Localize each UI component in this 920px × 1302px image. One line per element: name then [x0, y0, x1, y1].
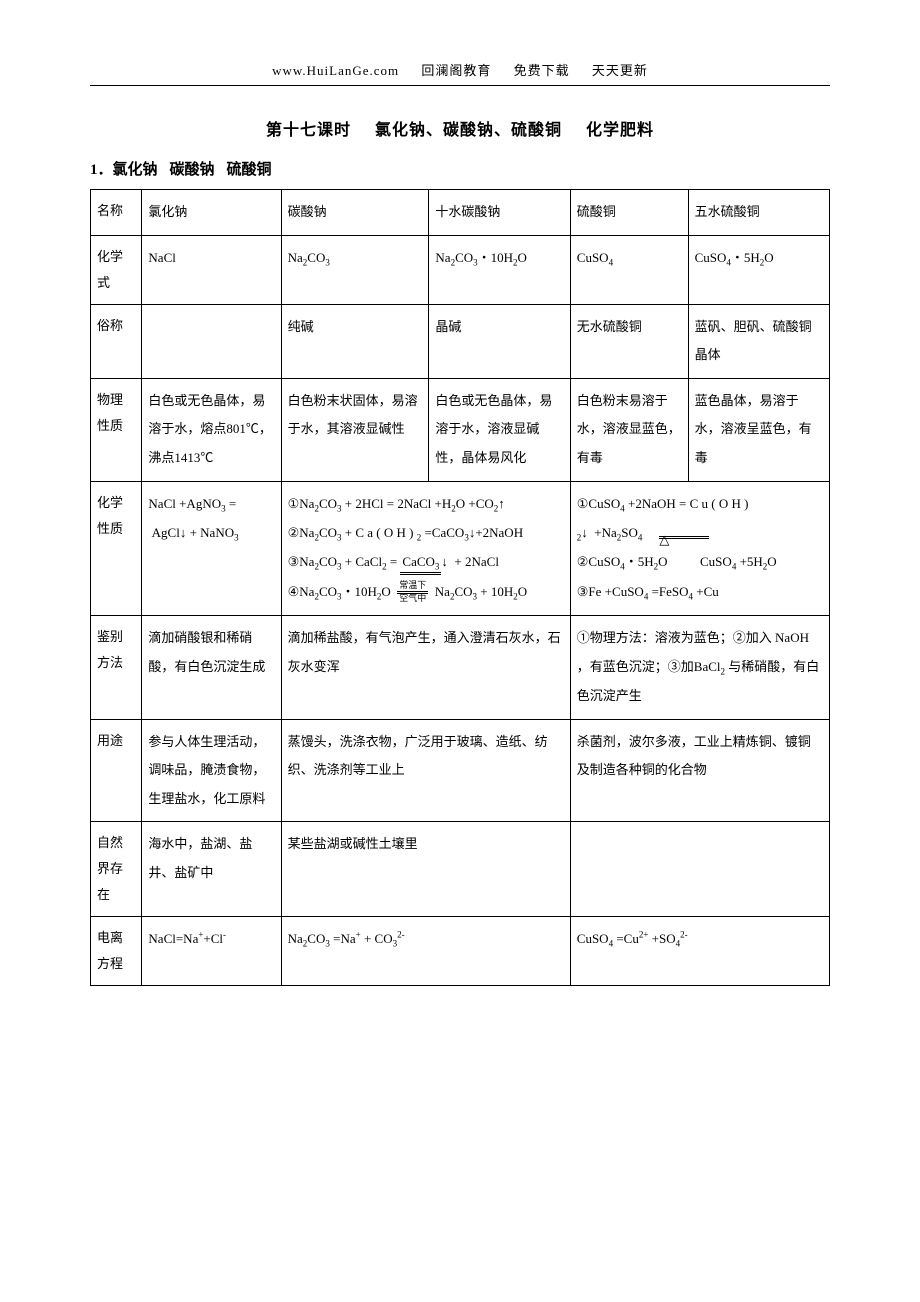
row-name: 名称 氯化钠 碳酸钠 十水碳酸钠 硫酸铜 五水硫酸铜: [91, 190, 830, 236]
header-brand: 回澜阁教育: [421, 63, 491, 78]
c23-chem: ①Na2CO3 + 2HCl = 2NaCl +H2O +CO2↑②Na2CO3…: [281, 481, 570, 616]
c5-name: 五水硫酸铜: [688, 190, 829, 236]
label-use: 用途: [91, 719, 142, 822]
c4-common: 无水硫酸铜: [570, 304, 688, 378]
c45-nature: [570, 822, 829, 917]
row-formula: 化学式 NaCl Na2CO3 Na2CO3・10H2O CuSO4 CuSO4…: [91, 235, 830, 304]
c2-common: 纯碱: [281, 304, 429, 378]
c2-formula: Na2CO3: [281, 235, 429, 304]
row-ident: 鉴别方法 滴加硝酸银和稀硝酸，有白色沉淀生成 滴加稀盐酸，有气泡产生，通入澄清石…: [91, 616, 830, 720]
row-nature: 自然界存在 海水中，盐湖、盐井、盐矿中 某些盐湖或碱性土壤里: [91, 822, 830, 917]
row-use: 用途 参与人体生理活动，调味品，腌渍食物，生理盐水，化工原料 蒸馒头，洗涤衣物，…: [91, 719, 830, 822]
label-ident: 鉴别方法: [91, 616, 142, 720]
section-a: 氯化钠: [113, 162, 158, 178]
label-chem: 化学性质: [91, 481, 142, 616]
section-1-heading: 1．氯化钠碳酸钠硫酸铜: [90, 158, 830, 179]
label-formula: 化学式: [91, 235, 142, 304]
c5-formula: CuSO4・5H2O: [688, 235, 829, 304]
section-num: 1．: [90, 162, 113, 178]
c2-phys: 白色粉末状固体，易溶于水，其溶液显碱性: [281, 378, 429, 481]
c23-ident: 滴加稀盐酸，有气泡产生，通入澄清石灰水，石灰水变浑: [281, 616, 570, 720]
c3-formula: Na2CO3・10H2O: [429, 235, 570, 304]
c5-common: 蓝矾、胆矾、硫酸铜晶体: [688, 304, 829, 378]
c4-phys: 白色粉末易溶于水，溶液显蓝色，有毒: [570, 378, 688, 481]
label-ion: 电离方程: [91, 917, 142, 986]
c1-ion: NaCl=Na++Cl-: [142, 917, 281, 986]
c1-phys: 白色或无色晶体，易溶于水，熔点801℃，沸点1413℃: [142, 378, 281, 481]
title-suffix: 化学肥料: [586, 122, 654, 139]
c3-name: 十水碳酸钠: [429, 190, 570, 236]
c4-name: 硫酸铜: [570, 190, 688, 236]
c45-use: 杀菌剂，波尔多液，工业上精炼铜、镀铜及制造各种铜的化合物: [570, 719, 829, 822]
title-prefix: 第十七课时: [266, 122, 351, 139]
row-ion: 电离方程 NaCl=Na++Cl- Na2CO3 =Na+ + CO32- Cu…: [91, 917, 830, 986]
row-common: 俗称 纯碱 晶碱 无水硫酸铜 蓝矾、胆矾、硫酸铜晶体: [91, 304, 830, 378]
c1-use: 参与人体生理活动，调味品，腌渍食物，生理盐水，化工原料: [142, 719, 281, 822]
c1-formula: NaCl: [142, 235, 281, 304]
title-middle: 氯化钠、碳酸钠、硫酸铜: [375, 122, 562, 139]
header-url: www.HuiLanGe.com: [272, 63, 399, 78]
section-b: 碳酸钠: [170, 162, 215, 178]
header-daily: 天天更新: [592, 63, 648, 78]
c45-chem: ①CuSO4 +2NaOH = C u ( O H ) 2↓ +Na2SO4 △…: [570, 481, 829, 616]
c3-phys: 白色或无色晶体，易溶于水，溶液显碱性，晶体易风化: [429, 378, 570, 481]
label-name: 名称: [91, 190, 142, 236]
c5-phys: 蓝色晶体，易溶于水，溶液呈蓝色，有毒: [688, 378, 829, 481]
c4-formula: CuSO4: [570, 235, 688, 304]
lesson-title: 第十七课时 氯化钠、碳酸钠、硫酸铜 化学肥料: [90, 116, 830, 140]
label-common: 俗称: [91, 304, 142, 378]
label-nature: 自然界存在: [91, 822, 142, 917]
c1-ident: 滴加硝酸银和稀硝酸，有白色沉淀生成: [142, 616, 281, 720]
c2-name: 碳酸钠: [281, 190, 429, 236]
row-phys: 物理性质 白色或无色晶体，易溶于水，熔点801℃，沸点1413℃ 白色粉末状固体…: [91, 378, 830, 481]
section-c: 硫酸铜: [227, 162, 272, 178]
c1-name: 氯化钠: [142, 190, 281, 236]
header-free: 免费下载: [514, 63, 570, 78]
c23-use: 蒸馒头，洗涤衣物，广泛用于玻璃、造纸、纺织、洗涤剂等工业上: [281, 719, 570, 822]
label-phys: 物理性质: [91, 378, 142, 481]
row-chem: 化学性质 NaCl +AgNO3 = AgCl↓ + NaNO3 ①Na2CO3…: [91, 481, 830, 616]
c2-ion: Na2CO3 =Na+ + CO32-: [281, 917, 570, 986]
c1-nature: 海水中，盐湖、盐井、盐矿中: [142, 822, 281, 917]
compound-table: 名称 氯化钠 碳酸钠 十水碳酸钠 硫酸铜 五水硫酸铜 化学式 NaCl Na2C…: [90, 189, 830, 986]
c3-common: 晶碱: [429, 304, 570, 378]
c1-common: [142, 304, 281, 378]
page-header: www.HuiLanGe.com 回澜阁教育 免费下载 天天更新: [90, 60, 830, 86]
c45-ident: ①物理方法：溶液为蓝色；②加入 NaOH ，有蓝色沉淀；③加BaCl2 与稀硝酸…: [570, 616, 829, 720]
c4-ion: CuSO4 =Cu2+ +SO42-: [570, 917, 829, 986]
c23-nature: 某些盐湖或碱性土壤里: [281, 822, 570, 917]
c1-chem: NaCl +AgNO3 = AgCl↓ + NaNO3: [142, 481, 281, 616]
